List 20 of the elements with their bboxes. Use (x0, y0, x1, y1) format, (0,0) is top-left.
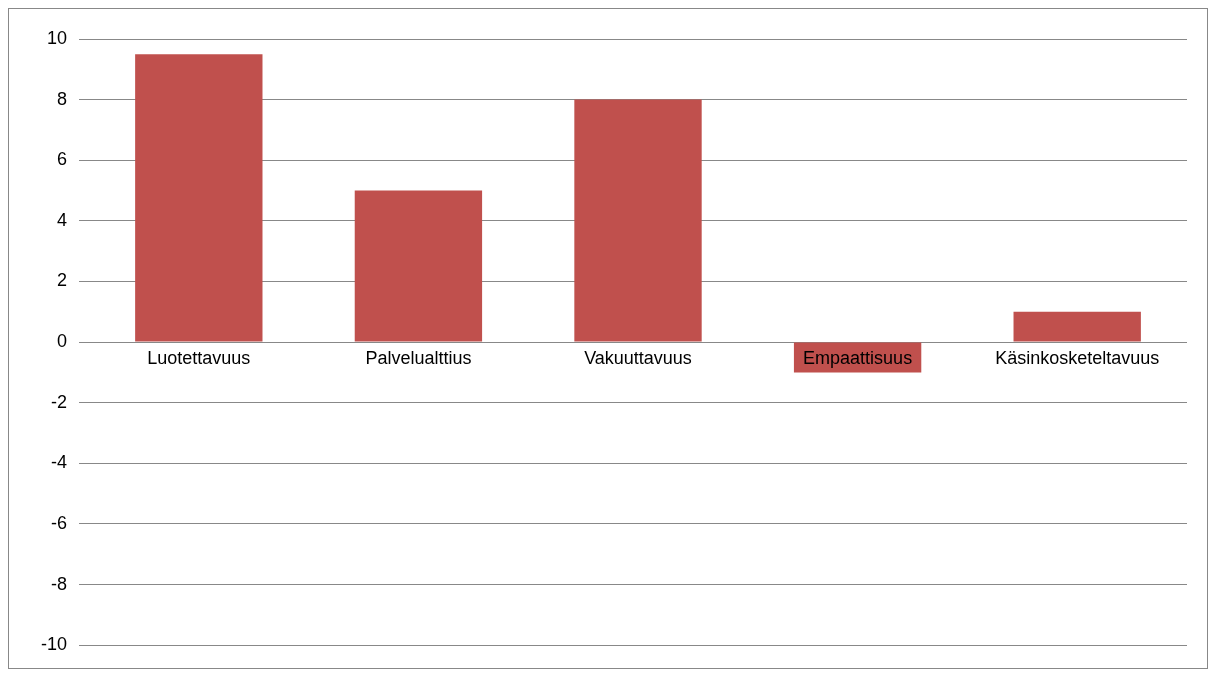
y-tick-label: -10 (41, 634, 68, 655)
bar (1013, 311, 1141, 342)
x-tick-label: Empaattisuus (803, 348, 913, 369)
y-tick-label: 0 (57, 331, 68, 352)
y-tick-label: -6 (51, 512, 68, 533)
y-tick-label: -4 (51, 452, 68, 473)
bar (354, 190, 483, 342)
x-tick-label: Luotettavuus (147, 348, 251, 369)
y-tick-label: 10 (46, 27, 68, 48)
bar (135, 54, 263, 342)
x-tick-label: Vakuuttavuus (584, 348, 692, 369)
y-tick-label: -2 (51, 391, 68, 412)
x-tick-label: Käsinkosketeltavuus (995, 348, 1160, 369)
bar (574, 99, 702, 342)
x-tick-label: Palvelualttius (365, 348, 472, 369)
y-tick-label: 6 (57, 149, 68, 170)
y-tick-label: -8 (51, 573, 68, 594)
y-tick-label: 4 (57, 209, 68, 230)
y-tick-label: 2 (57, 270, 68, 291)
y-tick-label: 8 (57, 88, 68, 109)
